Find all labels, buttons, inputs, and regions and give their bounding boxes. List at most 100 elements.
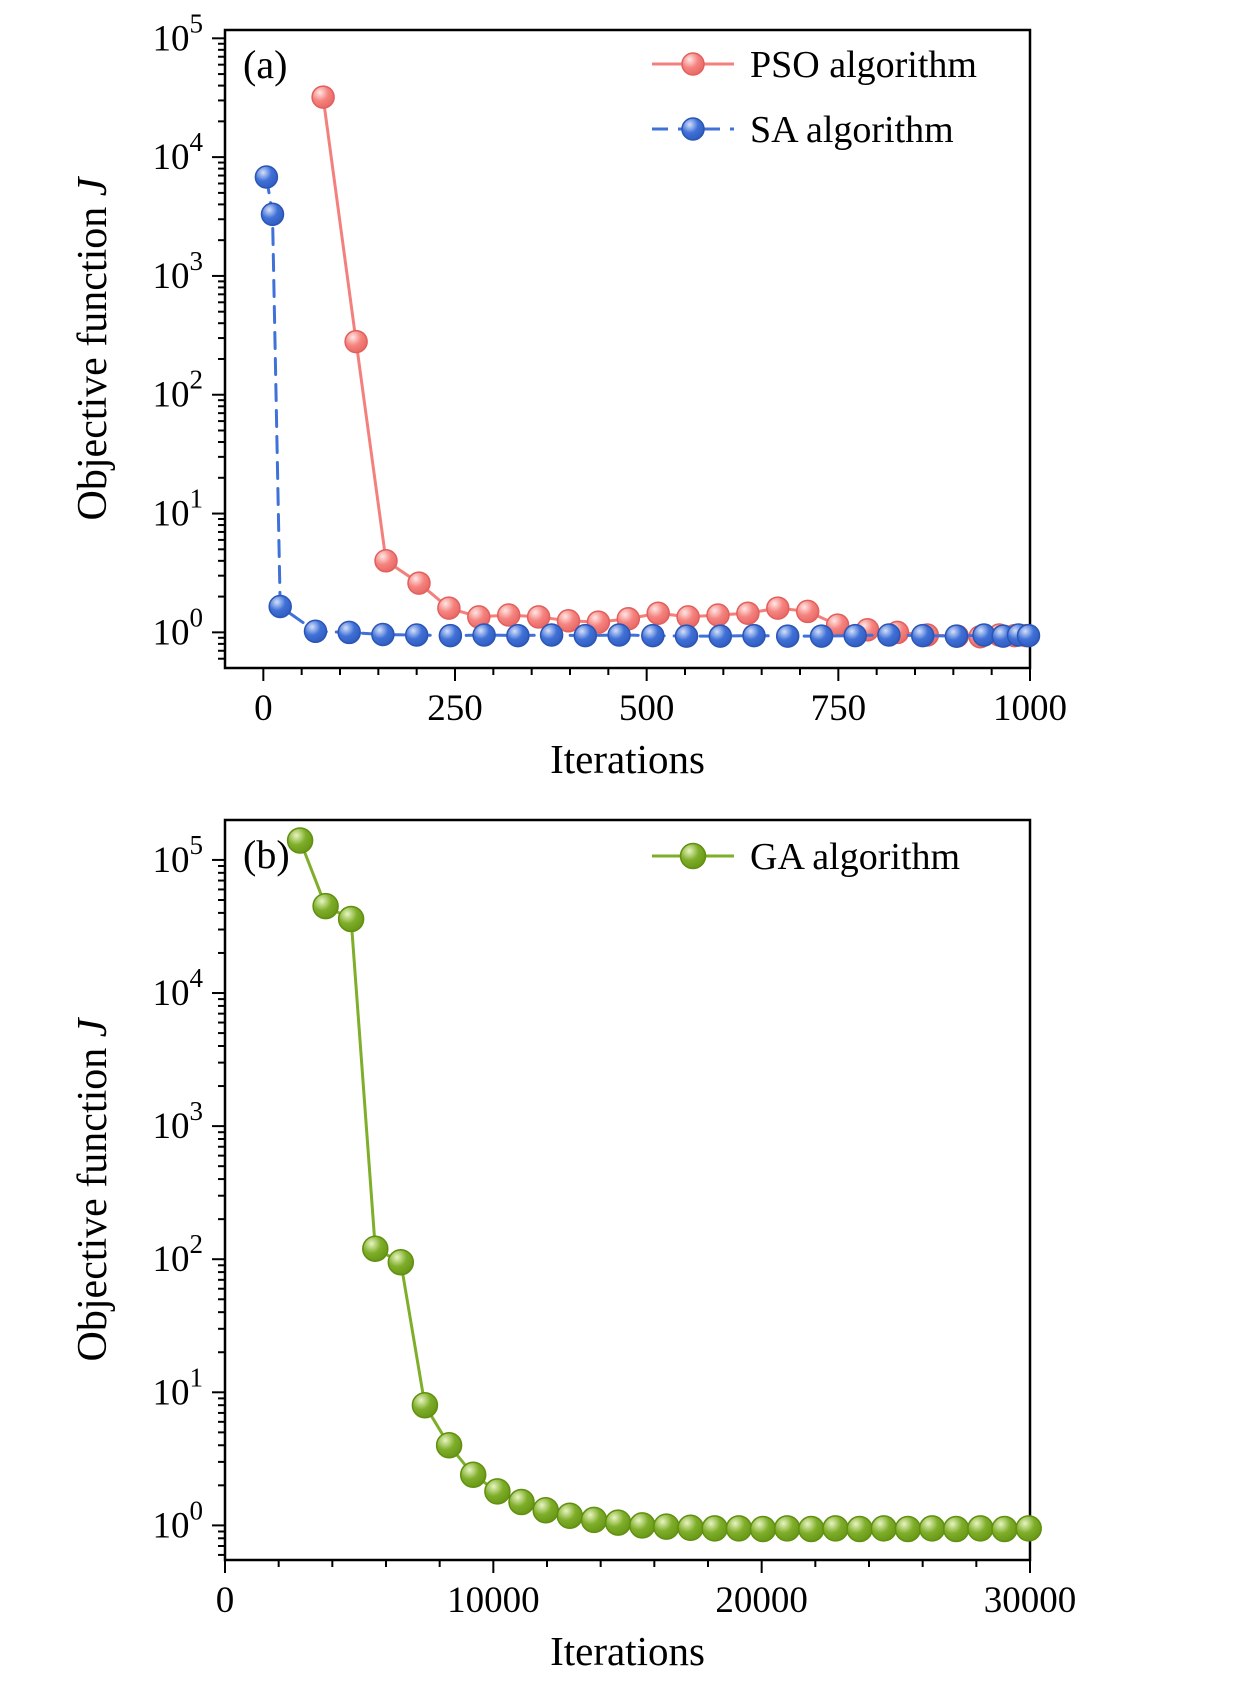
x-axis-label: Iterations: [550, 1628, 705, 1674]
data-point-marker: [629, 1512, 656, 1539]
legend-marker: [681, 117, 705, 141]
data-point-marker: [604, 1509, 632, 1536]
y-tick-label: 103: [153, 1096, 204, 1147]
data-point-marker: [484, 1478, 511, 1505]
data-point-marker: [918, 1515, 946, 1542]
data-point-marker: [641, 623, 665, 648]
panel-b: 0 10000 20000 30000 100 101 102 103 104 105 Iterat…: [70, 818, 1077, 1674]
y-tick-label: 102: [153, 1229, 204, 1280]
data-point-marker: [362, 1235, 389, 1262]
x-tick-label: 30000: [984, 1580, 1077, 1621]
data-point-marker: [387, 1248, 415, 1276]
legend-label: PSO algorithm: [750, 44, 977, 86]
data-point-marker: [742, 623, 766, 648]
data-point-marker: [795, 599, 820, 624]
tick-marks: [212, 858, 1031, 1573]
data-point-marker: [337, 905, 365, 933]
y-tick-label: 100: [153, 1495, 204, 1546]
data-point-marker: [910, 623, 935, 648]
data-point-marker: [556, 1502, 584, 1530]
data-point-marker: [371, 622, 395, 647]
y-tick-label: 104: [153, 127, 204, 178]
y-tick-label: 104: [153, 963, 204, 1014]
data-point-marker: [944, 624, 969, 648]
data-point-marker: [374, 549, 398, 573]
data-point-marker: [268, 594, 292, 619]
x-tick-label: 750: [811, 688, 867, 729]
x-tick-label: 20000: [715, 1580, 808, 1621]
data-point-marker: [411, 1391, 439, 1419]
x-axis-label: Iterations: [550, 736, 705, 782]
x-tick-label: 500: [619, 688, 675, 729]
data-point-marker: [677, 1514, 704, 1542]
data-point-marker: [706, 603, 730, 627]
data-point-marker: [337, 620, 361, 645]
y-tick-label: 102: [153, 365, 204, 416]
data-point-marker: [472, 623, 496, 647]
data-point-marker: [438, 623, 463, 648]
legend-marker: [679, 842, 707, 870]
data-point-marker: [822, 1515, 849, 1542]
data-point-marker: [496, 603, 521, 627]
data-point-marker: [646, 601, 670, 625]
panel-a: 0 250 500 750 1000 100 101 102 103 104 105 Iteratio…: [70, 8, 1067, 782]
data-point-marker: [508, 1488, 535, 1516]
data-point-marker: [459, 1461, 487, 1489]
legend-marker: [681, 52, 705, 76]
x-tick-label: 1000: [993, 688, 1067, 729]
x-tick-label: 10000: [447, 1580, 540, 1621]
y-tick-label: 101: [153, 1362, 204, 1413]
data-point-marker: [877, 623, 901, 647]
data-point-marker: [437, 596, 461, 620]
axes-frame: [223, 28, 1032, 670]
series-line: [298, 839, 1031, 1531]
data-point-marker: [539, 623, 564, 647]
legend: PSO algorithm SA algorithm: [652, 44, 977, 151]
y-tick-label: 103: [153, 246, 204, 297]
data-point-marker: [344, 329, 368, 354]
y-axis-label: Objective function J: [70, 175, 116, 520]
y-tick-label: 105: [153, 830, 204, 881]
data-point-marker: [725, 1515, 753, 1542]
data-point-marker: [260, 202, 285, 227]
y-tick-label: 105: [153, 8, 204, 59]
data-point-marker: [312, 892, 339, 920]
tick-marks: [212, 37, 1031, 681]
data-point-marker: [311, 85, 335, 109]
series-line: [321, 95, 1028, 639]
data-point-marker: [1015, 1515, 1042, 1542]
panel-label: (a): [243, 42, 287, 87]
data-point-marker: [843, 623, 867, 648]
x-tick-label: 250: [427, 688, 483, 729]
y-tick-label: 100: [153, 602, 204, 653]
data-point-marker: [894, 1515, 922, 1543]
data-point-marker: [573, 623, 598, 648]
data-point-marker: [580, 1506, 608, 1534]
x-tick-label: 0: [216, 1580, 235, 1621]
data-point-marker: [967, 1515, 994, 1542]
data-point-marker: [870, 1515, 898, 1542]
data-point-marker: [942, 1515, 970, 1543]
data-point-marker: [736, 601, 760, 625]
data-point-marker: [286, 827, 314, 854]
data-point-marker: [607, 623, 631, 647]
panel-label: (b): [243, 832, 290, 877]
axes-frame: [223, 818, 1032, 1562]
data-point-marker: [798, 1515, 825, 1543]
data-point-marker: [773, 1515, 801, 1542]
data-point-marker: [404, 623, 429, 647]
data-point-marker: [303, 619, 328, 644]
data-point-marker: [775, 624, 800, 648]
x-tick-label: 0: [254, 688, 273, 729]
data-point-marker: [435, 1432, 463, 1459]
data-point-marker: [254, 165, 279, 189]
data-point-marker: [766, 596, 790, 620]
legend-label: GA algorithm: [750, 836, 960, 878]
y-tick-label: 101: [153, 484, 204, 535]
data-point-marker: [407, 571, 431, 595]
data-point-marker: [1016, 623, 1041, 648]
data-point-marker: [506, 623, 530, 648]
y-axis-label: Objective function J: [70, 1016, 116, 1361]
